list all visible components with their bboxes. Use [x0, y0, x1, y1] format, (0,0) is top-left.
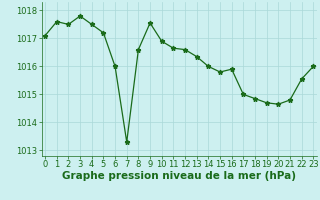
X-axis label: Graphe pression niveau de la mer (hPa): Graphe pression niveau de la mer (hPa): [62, 171, 296, 181]
